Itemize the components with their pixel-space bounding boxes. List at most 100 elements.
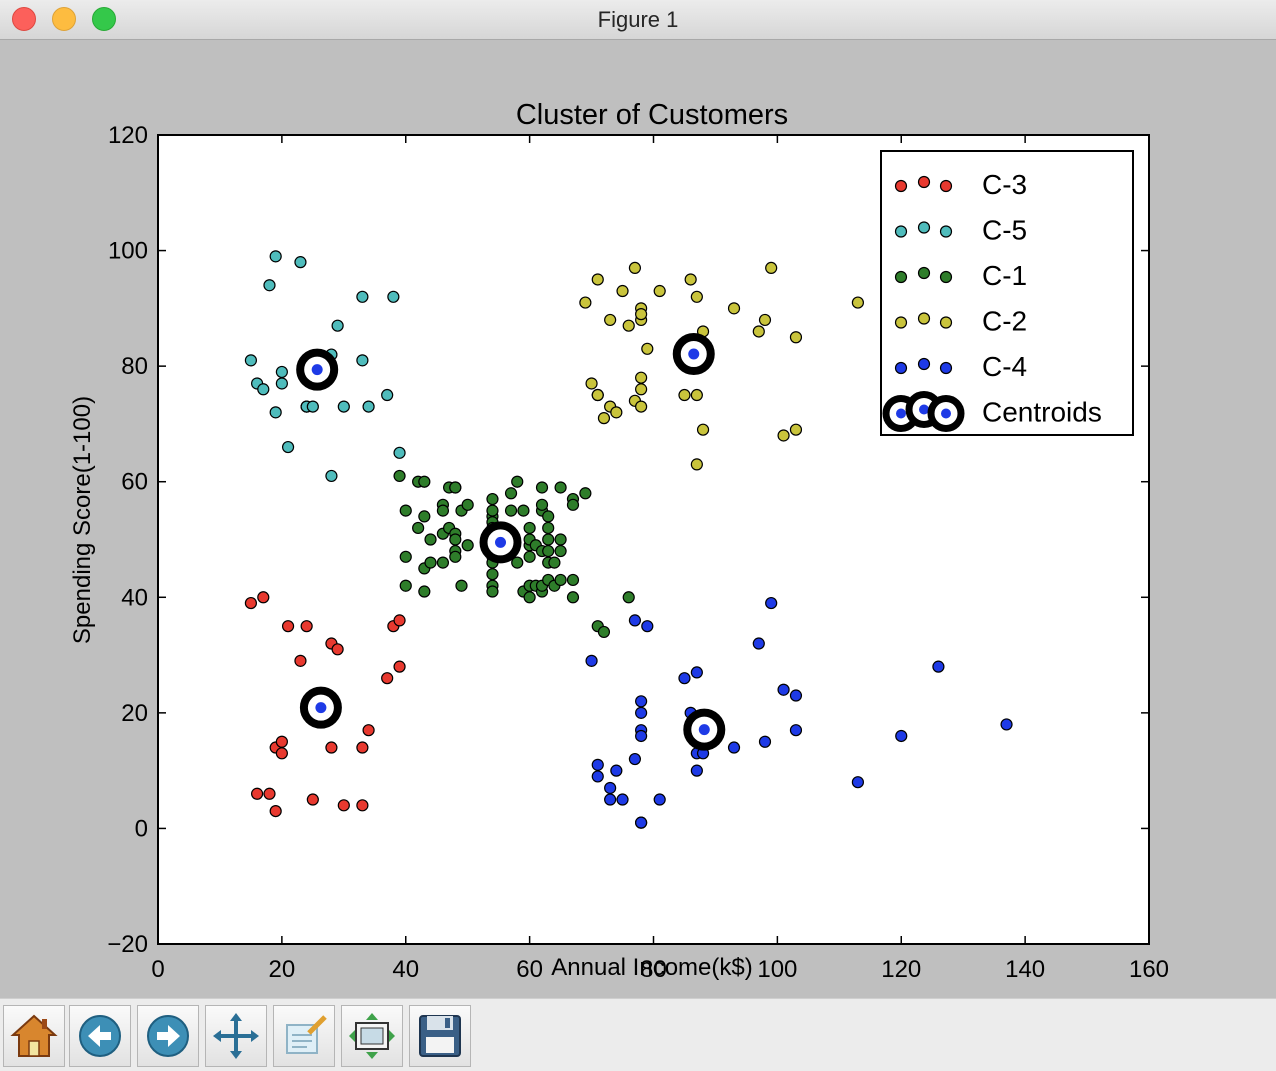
data-point bbox=[412, 521, 425, 535]
zoom-window-button[interactable] bbox=[92, 7, 116, 31]
data-point bbox=[393, 614, 406, 627]
legend-marker bbox=[917, 357, 931, 371]
home-button[interactable] bbox=[3, 1005, 65, 1067]
data-point bbox=[777, 683, 790, 696]
data-point bbox=[932, 660, 945, 673]
data-point bbox=[523, 591, 536, 604]
minimize-window-button[interactable] bbox=[52, 7, 76, 31]
data-point bbox=[306, 400, 319, 413]
y-tick-label: 40 bbox=[121, 584, 148, 611]
data-point bbox=[758, 313, 772, 327]
data-point bbox=[269, 250, 282, 263]
data-point bbox=[635, 729, 648, 743]
data-point bbox=[418, 510, 431, 523]
data-point bbox=[895, 729, 908, 743]
data-point bbox=[424, 556, 437, 569]
data-point bbox=[641, 342, 654, 355]
data-point bbox=[616, 284, 629, 298]
data-point bbox=[257, 383, 270, 396]
data-point bbox=[604, 793, 617, 806]
data-point bbox=[263, 279, 276, 292]
data-point bbox=[585, 654, 598, 667]
data-point bbox=[579, 487, 592, 500]
data-point bbox=[622, 319, 635, 332]
data-point bbox=[381, 388, 394, 402]
legend: C-3 C-5 C-1 C-2 C-4 Centroids bbox=[880, 150, 1134, 436]
pan-button[interactable] bbox=[205, 1005, 267, 1067]
data-point bbox=[610, 764, 623, 777]
data-point bbox=[337, 799, 350, 812]
data-point bbox=[628, 752, 642, 766]
data-point bbox=[275, 377, 288, 390]
data-point bbox=[628, 614, 642, 627]
data-point bbox=[765, 596, 778, 610]
data-point bbox=[554, 544, 567, 558]
figure-canvas: Cluster of Customers 0 20 40 60 80 100 120 140 1… bbox=[0, 40, 1276, 998]
data-point bbox=[325, 469, 338, 483]
data-point bbox=[300, 620, 313, 633]
data-point bbox=[362, 400, 375, 413]
data-point bbox=[504, 504, 518, 517]
data-point bbox=[635, 383, 648, 396]
data-point bbox=[399, 550, 412, 563]
data-point bbox=[461, 498, 474, 511]
x-tick-label: 20 bbox=[269, 956, 296, 983]
data-point bbox=[696, 423, 710, 436]
data-point bbox=[622, 591, 635, 604]
data-point bbox=[523, 550, 536, 563]
data-point bbox=[356, 799, 369, 812]
data-point bbox=[356, 290, 369, 303]
forward-button[interactable] bbox=[137, 1005, 199, 1067]
data-point bbox=[331, 643, 344, 656]
legend-marker bbox=[917, 312, 931, 325]
subplots-button[interactable] bbox=[341, 1005, 403, 1067]
data-point bbox=[585, 377, 598, 390]
chart-title: Cluster of Customers bbox=[516, 99, 788, 131]
data-point bbox=[690, 458, 703, 471]
data-point bbox=[635, 695, 648, 708]
close-window-button[interactable] bbox=[12, 7, 36, 31]
data-point bbox=[597, 412, 611, 425]
data-point bbox=[690, 764, 703, 777]
data-point bbox=[325, 741, 338, 754]
data-point bbox=[628, 261, 642, 275]
data-point bbox=[566, 498, 580, 511]
data-point bbox=[449, 550, 462, 563]
back-button[interactable] bbox=[69, 1005, 131, 1067]
zoom-button[interactable] bbox=[273, 1005, 335, 1067]
title-bar: Figure 1 bbox=[0, 0, 1276, 40]
data-point bbox=[269, 406, 282, 419]
data-point bbox=[597, 625, 611, 639]
data-point bbox=[331, 319, 344, 332]
data-point bbox=[789, 423, 803, 436]
data-point bbox=[399, 504, 412, 517]
y-tick-label: 20 bbox=[121, 700, 148, 727]
data-point bbox=[517, 504, 530, 517]
data-point bbox=[789, 331, 803, 344]
data-point bbox=[789, 724, 803, 737]
window-title: Figure 1 bbox=[597, 7, 679, 32]
data-point bbox=[727, 302, 741, 315]
data-point bbox=[684, 273, 697, 286]
legend-label: C-2 bbox=[982, 306, 1027, 337]
navigation-toolbar bbox=[0, 998, 1276, 1071]
x-tick-label: 60 bbox=[516, 956, 543, 983]
data-point bbox=[542, 533, 555, 546]
save-button[interactable] bbox=[409, 1005, 471, 1067]
data-point bbox=[591, 273, 604, 286]
legend-marker bbox=[894, 361, 908, 375]
data-point bbox=[554, 481, 567, 494]
x-tick-label: 100 bbox=[757, 956, 797, 983]
legend-marker bbox=[894, 225, 908, 238]
centroid-center-dot bbox=[495, 536, 507, 548]
data-point bbox=[591, 758, 604, 771]
data-point bbox=[635, 706, 648, 719]
data-point bbox=[257, 591, 270, 604]
centroid-markers bbox=[296, 333, 726, 751]
data-point bbox=[294, 256, 307, 269]
back-arrow-icon bbox=[79, 1015, 121, 1057]
home-icon bbox=[10, 1014, 58, 1057]
x-tick-label: 40 bbox=[392, 956, 419, 983]
data-point bbox=[275, 735, 288, 748]
